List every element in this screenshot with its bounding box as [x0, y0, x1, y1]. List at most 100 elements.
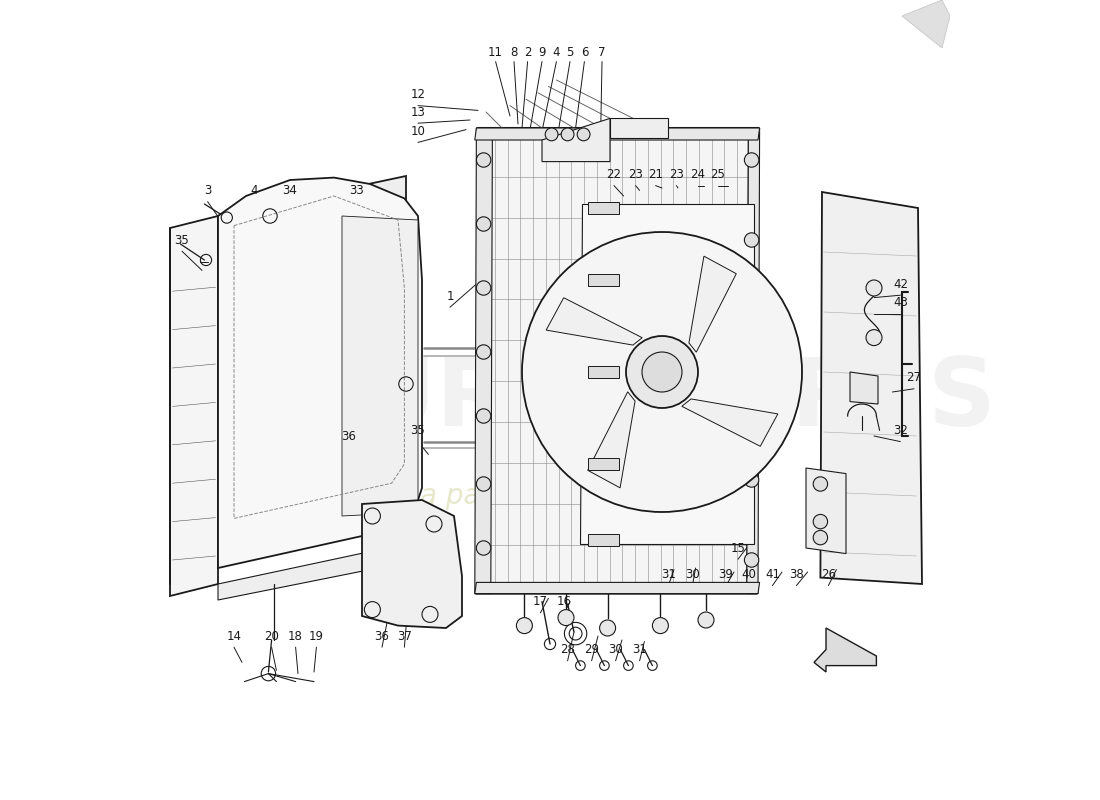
Text: EUROSPARES: EUROSPARES	[296, 354, 997, 446]
Text: 33: 33	[349, 184, 364, 197]
Circle shape	[546, 128, 558, 141]
Circle shape	[745, 153, 759, 167]
Text: 32: 32	[893, 424, 907, 437]
Polygon shape	[362, 500, 462, 628]
Circle shape	[813, 530, 827, 545]
Circle shape	[745, 473, 759, 487]
Text: 4: 4	[251, 184, 257, 197]
Text: 36: 36	[375, 630, 389, 642]
Text: 2: 2	[524, 46, 531, 58]
Circle shape	[364, 602, 381, 618]
Circle shape	[476, 409, 491, 423]
Text: 31: 31	[632, 643, 647, 656]
Polygon shape	[747, 128, 760, 594]
Circle shape	[364, 508, 381, 524]
Text: 8: 8	[510, 46, 518, 58]
Polygon shape	[902, 0, 950, 48]
Circle shape	[558, 610, 574, 626]
Polygon shape	[476, 128, 758, 594]
Polygon shape	[587, 392, 635, 488]
Circle shape	[476, 541, 491, 555]
Text: 9: 9	[538, 46, 546, 58]
Polygon shape	[475, 582, 760, 594]
Polygon shape	[542, 118, 610, 162]
Polygon shape	[689, 256, 736, 352]
Text: 23: 23	[628, 168, 643, 181]
Polygon shape	[547, 298, 642, 345]
Text: 18: 18	[288, 630, 302, 642]
Text: 30: 30	[685, 568, 700, 581]
Text: 20: 20	[264, 630, 279, 642]
Text: 14: 14	[227, 630, 242, 642]
Text: 7: 7	[598, 46, 606, 58]
Circle shape	[600, 620, 616, 636]
Circle shape	[626, 336, 698, 408]
Text: 35: 35	[410, 424, 426, 437]
Polygon shape	[475, 128, 760, 140]
Text: 23: 23	[669, 168, 684, 181]
Text: 1: 1	[447, 290, 453, 302]
Circle shape	[561, 128, 574, 141]
Text: 13: 13	[410, 106, 426, 118]
Text: 43: 43	[893, 296, 907, 309]
Text: 4: 4	[552, 46, 560, 58]
Polygon shape	[588, 202, 619, 214]
Circle shape	[522, 232, 802, 512]
Circle shape	[813, 514, 827, 529]
Text: 27: 27	[906, 371, 922, 384]
Text: a passion for parts: a passion for parts	[420, 482, 680, 510]
Text: 10: 10	[410, 125, 426, 138]
Text: 11: 11	[488, 46, 503, 58]
Circle shape	[745, 233, 759, 247]
Circle shape	[476, 345, 491, 359]
Circle shape	[698, 612, 714, 628]
Text: 26: 26	[821, 568, 836, 581]
Polygon shape	[610, 118, 669, 138]
Text: 15: 15	[730, 542, 746, 554]
Circle shape	[422, 606, 438, 622]
Polygon shape	[588, 458, 619, 470]
Text: 40: 40	[741, 568, 756, 581]
Text: 34: 34	[283, 184, 297, 197]
Circle shape	[866, 330, 882, 346]
Text: 41: 41	[764, 568, 780, 581]
Text: 29: 29	[584, 643, 600, 656]
Circle shape	[652, 618, 669, 634]
Text: 42: 42	[893, 278, 907, 290]
Circle shape	[745, 393, 759, 407]
Text: 5: 5	[566, 46, 574, 58]
Polygon shape	[588, 366, 619, 378]
Polygon shape	[682, 399, 778, 446]
Circle shape	[476, 281, 491, 295]
Text: 39: 39	[718, 568, 734, 581]
Polygon shape	[475, 128, 493, 594]
Polygon shape	[218, 178, 422, 568]
Text: 24: 24	[691, 168, 705, 181]
Text: 17: 17	[532, 595, 548, 608]
Text: 28: 28	[560, 643, 575, 656]
Text: 25: 25	[711, 168, 725, 181]
Circle shape	[813, 477, 827, 491]
Polygon shape	[588, 274, 619, 286]
Text: 38: 38	[789, 568, 804, 581]
Polygon shape	[581, 204, 754, 544]
Polygon shape	[821, 192, 922, 584]
Circle shape	[745, 313, 759, 327]
Circle shape	[642, 352, 682, 392]
Polygon shape	[588, 534, 619, 546]
Text: 36: 36	[341, 430, 355, 442]
Text: 30: 30	[608, 643, 623, 656]
Text: 22: 22	[606, 168, 621, 181]
Polygon shape	[170, 216, 218, 596]
Circle shape	[745, 553, 759, 567]
Text: 37: 37	[397, 630, 411, 642]
Polygon shape	[342, 216, 418, 516]
Text: 31: 31	[661, 568, 675, 581]
Text: 6: 6	[581, 46, 589, 58]
Polygon shape	[814, 628, 877, 672]
Circle shape	[476, 217, 491, 231]
Circle shape	[516, 618, 532, 634]
Circle shape	[476, 153, 491, 167]
Circle shape	[476, 477, 491, 491]
Text: 3: 3	[204, 184, 211, 197]
